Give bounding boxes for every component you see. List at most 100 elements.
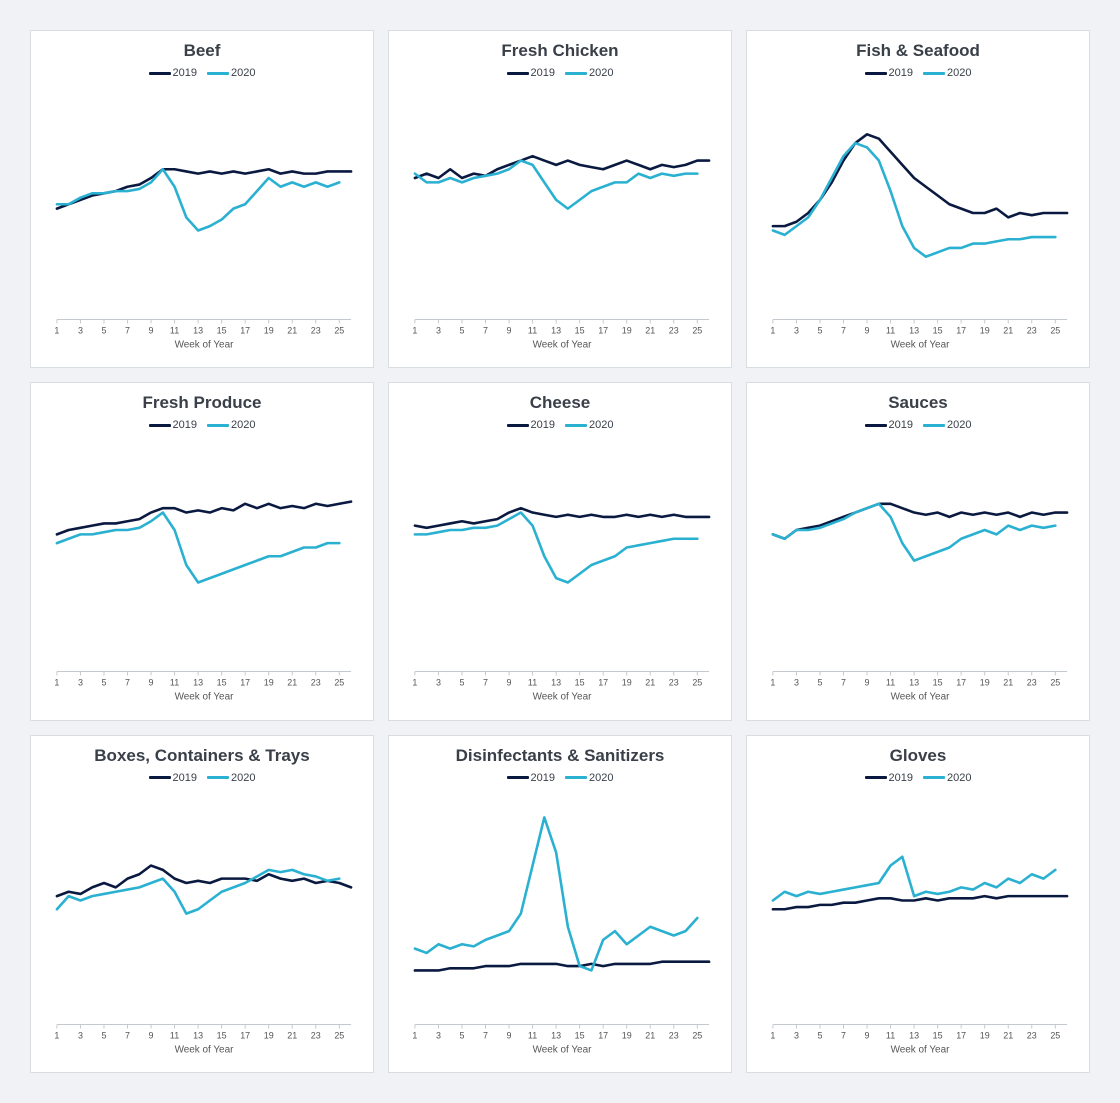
legend-label: 2019 [889,419,913,431]
legend-item: 2019 [507,772,555,784]
x-tick-label: 11 [886,1030,895,1040]
chart-plot: 135791113151719212325Week of Year [759,437,1077,705]
x-tick-label: 17 [240,325,250,335]
legend-item: 2019 [865,419,913,431]
legend-label: 2019 [531,772,555,784]
x-tick-label: 23 [669,678,679,688]
panel-title: Cheese [401,393,719,413]
x-tick-label: 1 [770,678,775,688]
chart-plot: 135791113151719212325Week of Year [43,437,361,705]
legend-swatch [565,424,587,427]
legend: 20192020 [759,67,1077,79]
x-tick-label: 7 [841,325,846,335]
x-tick-label: 5 [459,325,464,335]
legend-item: 2020 [565,419,613,431]
chart-panel: Fish & Seafood20192020135791113151719212… [746,30,1090,368]
x-tick-label: 9 [149,1030,154,1040]
x-tick-label: 21 [645,1030,655,1040]
x-tick-label: 1 [54,1030,59,1040]
x-tick-label: 9 [865,325,870,335]
x-tick-label: 1 [54,325,59,335]
x-axis-label: Week of Year [533,339,593,350]
x-tick-label: 25 [692,1030,702,1040]
x-tick-label: 15 [933,325,943,335]
x-tick-label: 25 [692,678,702,688]
series-line-2020 [773,856,1055,900]
x-tick-label: 25 [1050,678,1060,688]
x-tick-label: 25 [334,325,344,335]
series-line-2019 [773,134,1067,226]
x-tick-label: 15 [217,325,227,335]
x-tick-label: 11 [528,678,537,688]
chart-plot: 135791113151719212325Week of Year [43,85,361,353]
legend-label: 2020 [589,772,613,784]
x-tick-label: 9 [507,678,512,688]
x-tick-label: 7 [125,678,130,688]
legend-label: 2020 [231,67,255,79]
x-tick-label: 7 [125,325,130,335]
x-tick-label: 11 [528,325,537,335]
x-tick-label: 15 [933,1030,943,1040]
panel-title: Fresh Chicken [401,41,719,61]
chart-panel: Disinfectants & Sanitizers20192020135791… [388,735,732,1073]
x-tick-label: 5 [817,1030,822,1040]
x-tick-label: 5 [101,325,106,335]
x-tick-label: 9 [149,678,154,688]
legend-item: 2019 [865,772,913,784]
x-tick-label: 7 [483,678,488,688]
x-tick-label: 19 [264,1030,274,1040]
x-tick-label: 7 [483,1030,488,1040]
legend-item: 2020 [565,772,613,784]
legend-swatch [565,776,587,779]
legend-swatch [507,776,529,779]
x-tick-label: 15 [575,325,585,335]
panel-title: Sauces [759,393,1077,413]
x-tick-label: 23 [1027,1030,1037,1040]
legend-swatch [149,776,171,779]
series-line-2019 [773,896,1067,909]
x-tick-label: 9 [865,678,870,688]
x-tick-label: 19 [622,325,632,335]
x-tick-label: 19 [980,1030,990,1040]
x-tick-label: 9 [149,325,154,335]
x-tick-label: 7 [125,1030,130,1040]
x-tick-label: 25 [334,678,344,688]
legend-swatch [149,72,171,75]
legend: 2019 2020 [401,419,719,431]
x-tick-label: 21 [1003,325,1013,335]
legend-label: 2019 [531,419,555,431]
x-tick-label: 11 [170,325,179,335]
legend-label: 2020 [947,419,971,431]
x-tick-label: 21 [287,1030,297,1040]
x-tick-label: 5 [459,678,464,688]
x-tick-label: 13 [909,678,919,688]
x-tick-label: 1 [770,325,775,335]
x-tick-label: 3 [436,1030,441,1040]
panel-title: Fresh Produce [43,393,361,413]
legend: 20192020 [43,419,361,431]
legend-swatch [507,424,529,427]
x-tick-label: 11 [886,325,895,335]
x-tick-label: 25 [1050,1030,1060,1040]
legend-swatch [865,424,887,427]
x-tick-label: 23 [669,1030,679,1040]
legend-item: 2019 [507,67,555,79]
x-tick-label: 13 [551,325,561,335]
legend-item: 2019 [507,419,555,431]
x-tick-label: 13 [193,325,203,335]
x-axis-label: Week of Year [175,692,235,703]
x-tick-label: 15 [575,678,585,688]
legend-swatch [149,424,171,427]
series-line-2019 [57,865,351,896]
legend-item: 2020 [565,67,613,79]
x-tick-label: 1 [412,325,417,335]
series-line-2019 [415,961,709,970]
series-line-2020 [57,169,339,230]
x-tick-label: 3 [794,325,799,335]
panel-title: Gloves [759,746,1077,766]
panel-title: Disinfectants & Sanitizers [401,746,719,766]
legend-item: 2020 [923,772,971,784]
x-axis-label: Week of Year [533,1044,593,1055]
x-tick-label: 7 [841,1030,846,1040]
x-tick-label: 9 [507,325,512,335]
